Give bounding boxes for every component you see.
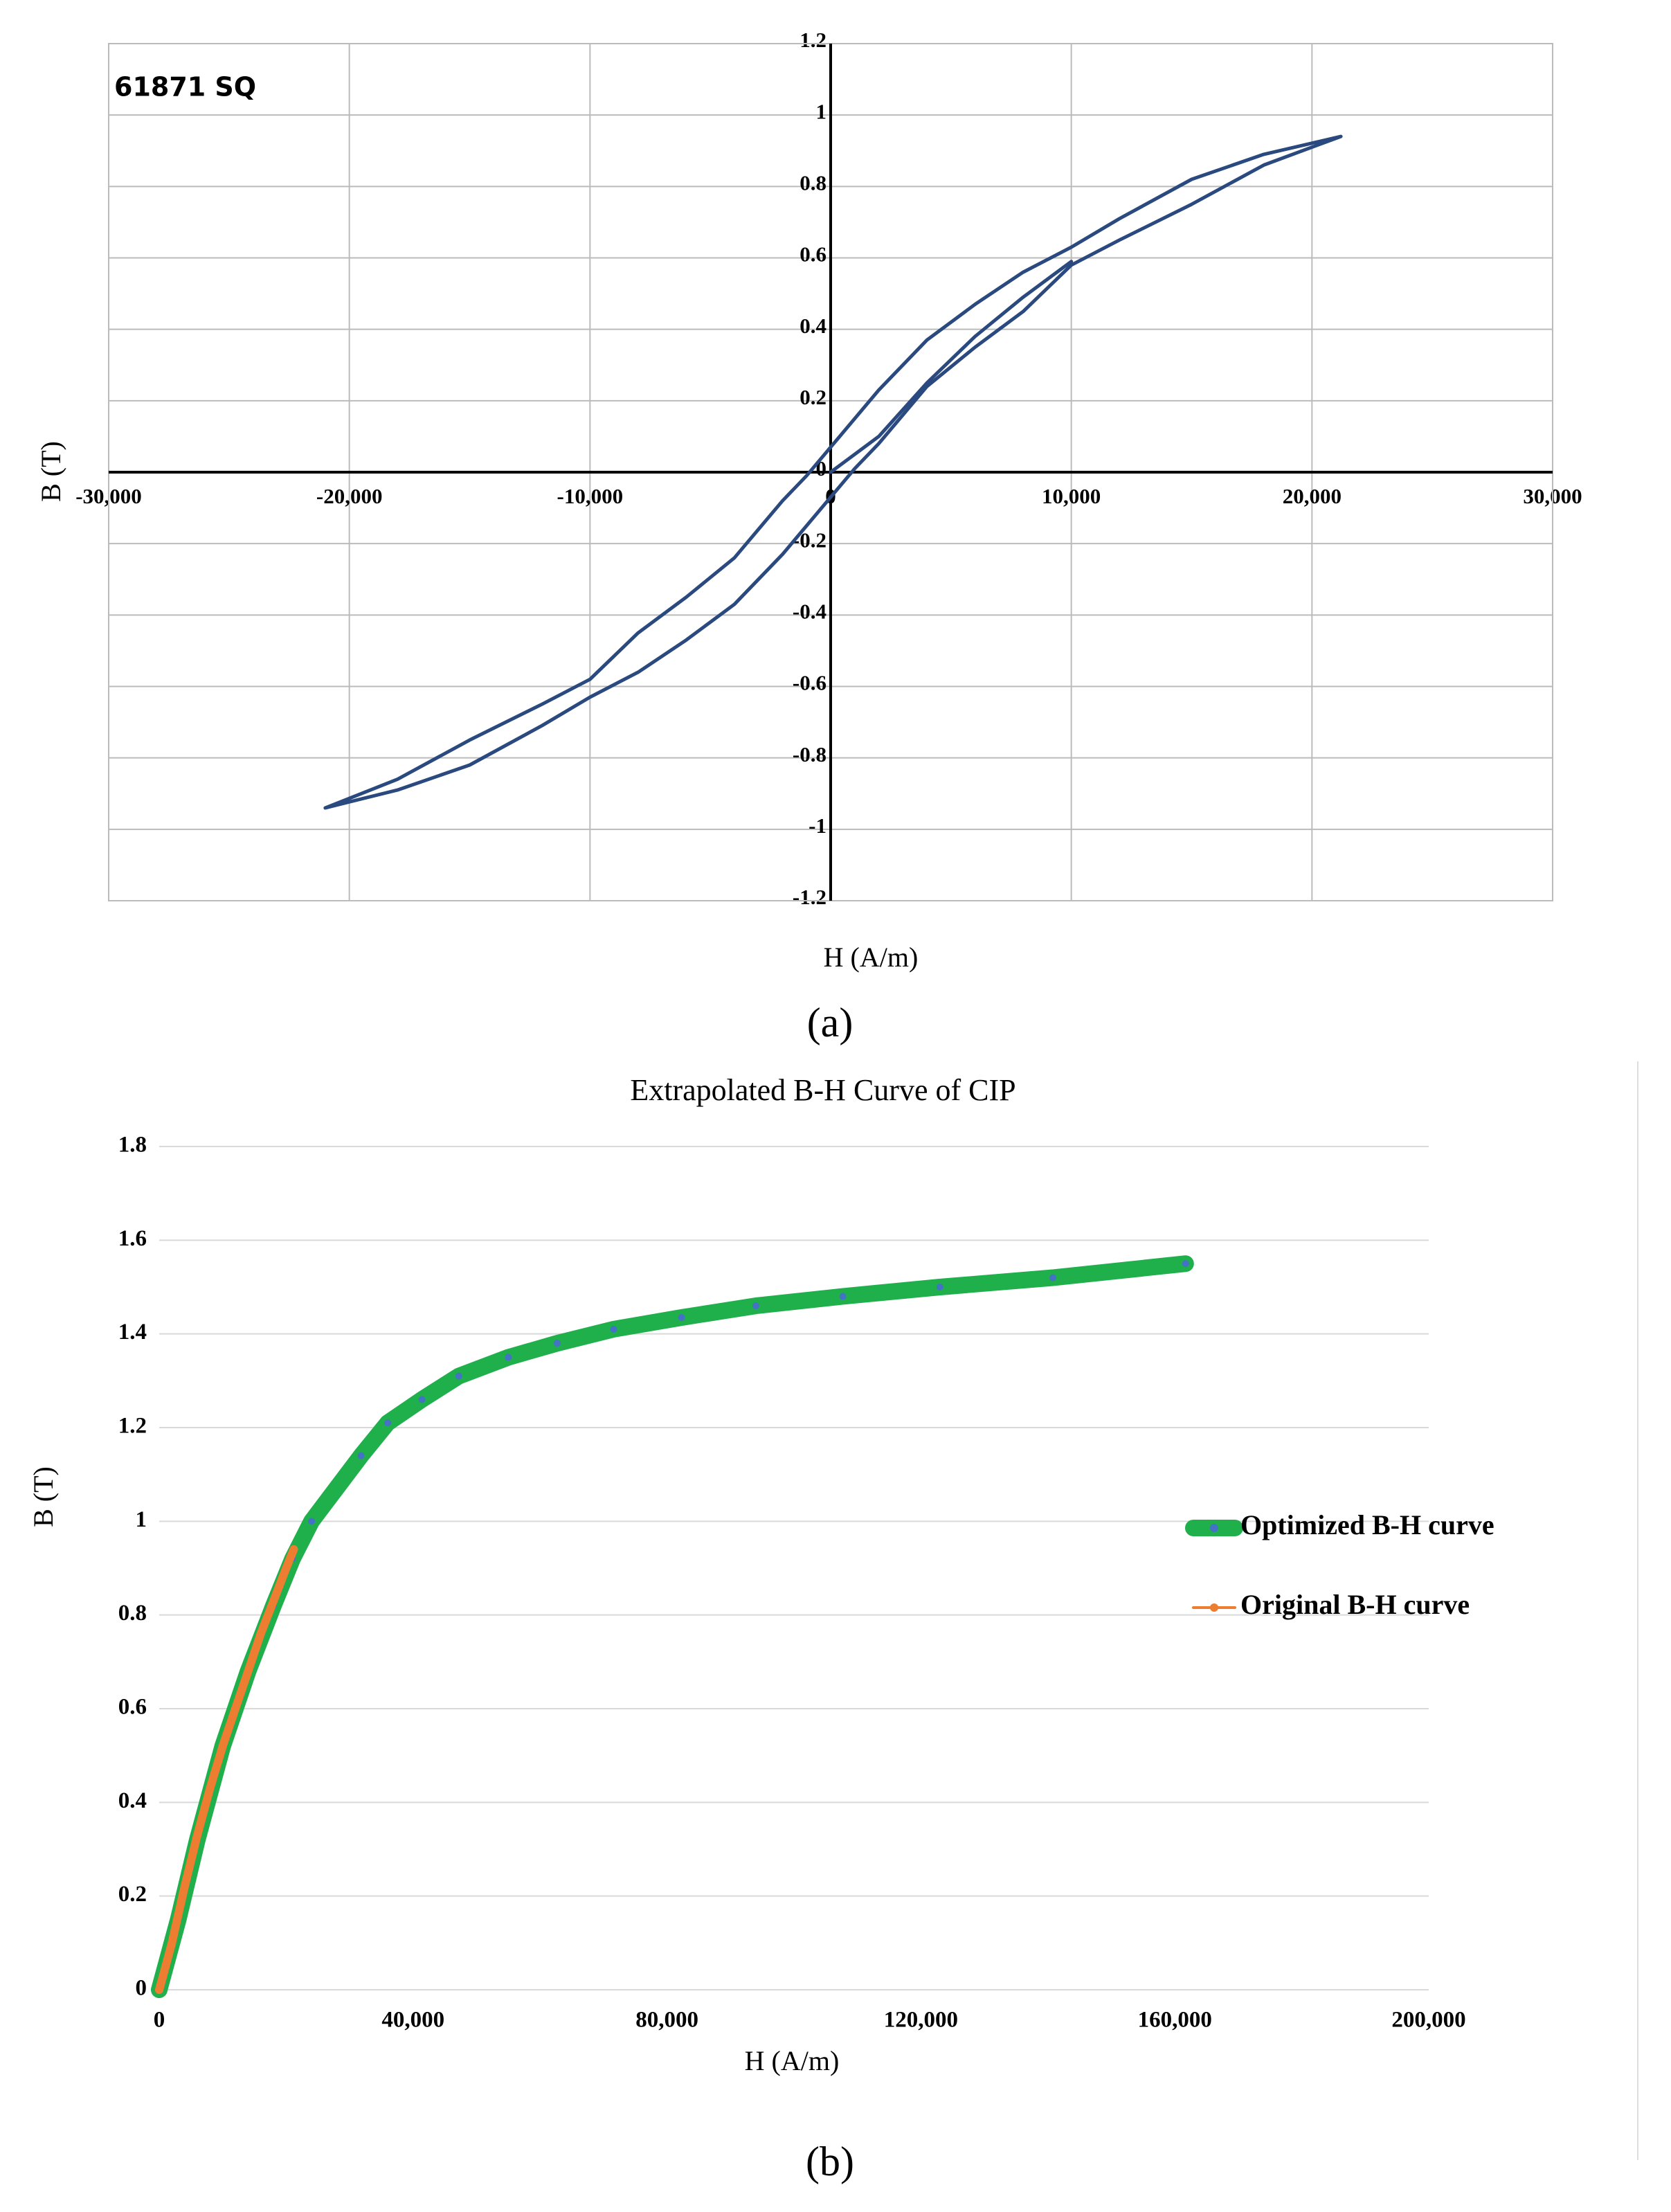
x-axis-label: H (A/m)	[745, 2045, 840, 2076]
y-tick-label: 0.6	[118, 1695, 147, 1720]
y-tick-label: -0.2	[793, 528, 827, 552]
x-tick-label: 160,000	[1138, 2008, 1212, 2033]
y-tick-label: 1.2	[118, 1414, 147, 1439]
data-point	[455, 1372, 462, 1380]
y-axis-label: B (T)	[28, 1466, 59, 1527]
y-tick-label: 0	[136, 1976, 147, 2001]
data-point	[553, 1340, 561, 1347]
series-line	[151, 1255, 1194, 1998]
data-point	[206, 1784, 215, 1793]
y-tick-label: -0.6	[793, 671, 827, 695]
y-tick-label: -0.8	[793, 742, 827, 766]
data-point	[244, 1666, 253, 1675]
y-tick-label: 1	[136, 1507, 147, 1532]
data-point	[357, 1452, 365, 1459]
x-tick-label: 0	[154, 2008, 165, 2033]
legend-label: Original B-H curve	[1240, 1589, 1470, 1620]
data-point	[610, 1325, 617, 1333]
data-point	[256, 1629, 265, 1638]
data-point	[168, 1939, 177, 1948]
y-tick-label: 0.4	[800, 314, 827, 338]
y-tick-label: 1.6	[118, 1226, 147, 1251]
y-tick-label: 0.8	[118, 1601, 147, 1626]
data-point	[839, 1293, 847, 1300]
chart-title: Extrapolated B-H Curve of CIP	[630, 1073, 1015, 1107]
y-axis-label: B (T)	[35, 441, 66, 502]
legend-label: Optimized B-H curve	[1240, 1509, 1494, 1540]
y-tick-label: 1.2	[800, 28, 827, 52]
data-point	[308, 1518, 316, 1525]
data-point	[161, 1962, 170, 1971]
legend-marker	[1210, 1603, 1218, 1612]
data-point	[269, 1597, 278, 1606]
data-point	[936, 1284, 943, 1291]
x-tick-label: 20,000	[1283, 484, 1342, 508]
y-tick-label: 0.2	[118, 1882, 147, 1907]
x-tick-label: 120,000	[884, 2008, 958, 2033]
data-point	[231, 1705, 240, 1713]
data-point	[180, 1882, 189, 1891]
y-tick-label: 0.4	[118, 1788, 147, 1813]
data-point	[1049, 1274, 1057, 1282]
data-point	[752, 1302, 759, 1310]
legend-marker	[1210, 1524, 1218, 1532]
chart: 0 0.2 0.4 0.6 0.8 1 1.2 1.4 1.6 1.8 0 40,000 80,000 1…	[28, 1073, 1494, 2184]
data-point	[289, 1545, 298, 1554]
y-tick-label: 0.8	[800, 170, 827, 195]
x-tick-label: -10,000	[557, 484, 624, 508]
data-point	[505, 1354, 512, 1361]
caption: (b)	[806, 2139, 854, 2184]
data-point	[218, 1742, 227, 1751]
data-point	[678, 1313, 685, 1321]
y-tick-label: -1	[809, 813, 827, 838]
x-tick-label: 10,000	[1042, 484, 1101, 508]
y-tick-label: 1.8	[118, 1133, 147, 1158]
series-line	[323, 134, 1343, 810]
y-tick-label: 0.6	[800, 242, 827, 267]
x-tick-label: 40,000	[381, 2008, 444, 2033]
annotation: 61871 SQ	[114, 72, 256, 102]
y-tick-label: 1	[816, 99, 827, 123]
y-tick-label: 1.4	[118, 1320, 147, 1345]
x-tick-label: -20,000	[316, 484, 383, 508]
data-point	[193, 1831, 202, 1840]
data-point	[418, 1396, 426, 1403]
x-tick-label: 200,000	[1391, 2008, 1465, 2033]
data-point	[155, 1986, 163, 1994]
chart: -1.2-1-0.8-0.6-0.4-0.200.20.40.60.811.2-…	[35, 28, 1582, 1045]
x-axis-label: H (A/m)	[824, 942, 919, 973]
data-point	[1182, 1260, 1189, 1268]
series-line	[829, 260, 1074, 474]
x-tick-label: 80,000	[635, 2008, 698, 2033]
data-point	[282, 1564, 291, 1572]
y-tick-label: 0.2	[800, 385, 827, 409]
y-tick-label: -0.4	[793, 599, 827, 623]
y-tick-label: -1.2	[793, 885, 827, 909]
data-point	[384, 1419, 392, 1427]
caption: (a)	[807, 1000, 853, 1045]
